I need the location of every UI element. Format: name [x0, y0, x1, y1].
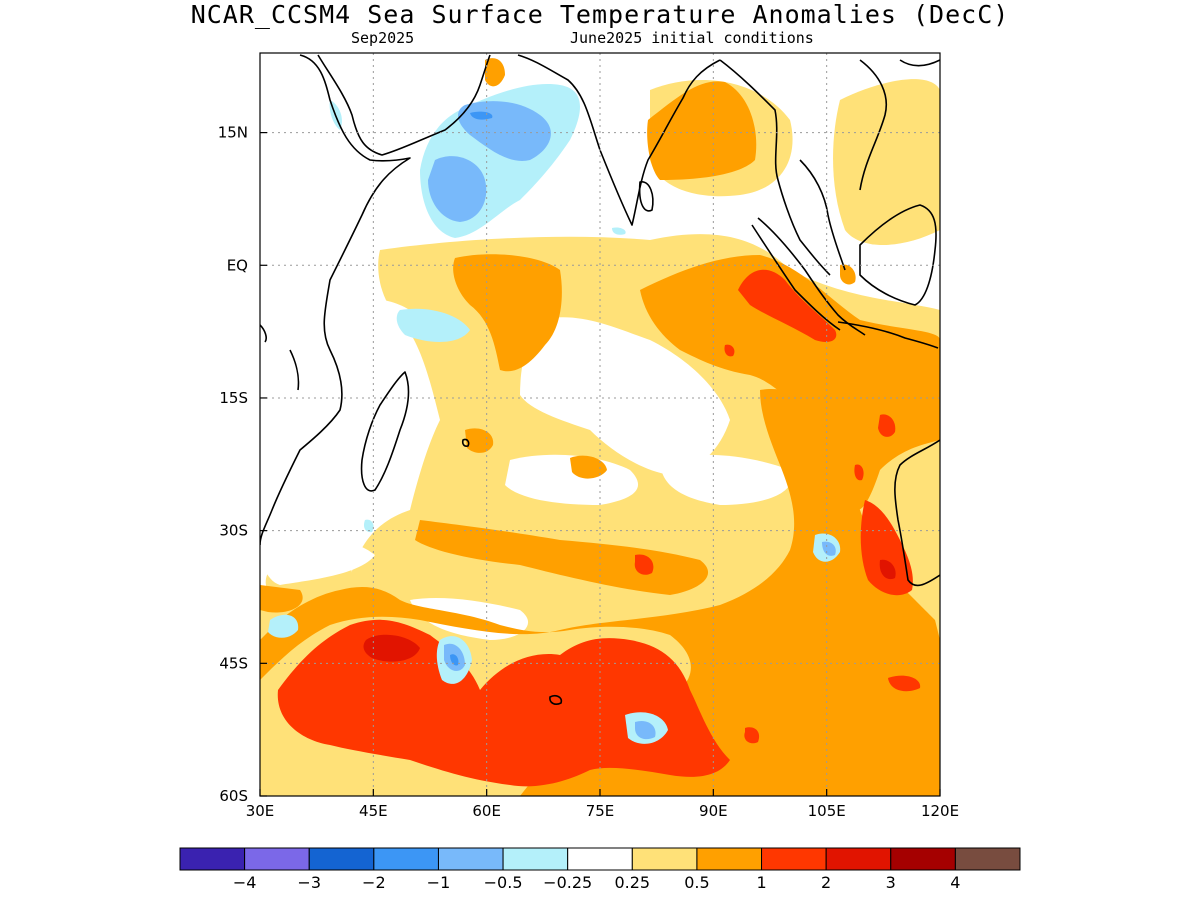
colorbar-label-5: −0.25: [543, 873, 592, 892]
lat-tick-label--60: 60S: [219, 787, 248, 805]
colorbar-label-10: 3: [886, 873, 896, 892]
colorbar-swatch-2: [308, 847, 375, 871]
colorbar-swatch-9: [761, 847, 827, 871]
lon-tick-label-120: 120E: [921, 802, 959, 820]
lon-tick-label-75: 75E: [586, 802, 615, 820]
colorbar-swatch-6: [567, 847, 633, 871]
grid-lines: [260, 53, 940, 796]
lat-tick-label--45: 45S: [219, 654, 248, 672]
colorbar: −4 −3 −2 −1 −0.5 −0.25 0.25 0.5 1 2 3 4: [179, 847, 1021, 892]
colorbar-label-8: 1: [756, 873, 766, 892]
map-subtitle-date: Sep2025: [351, 29, 415, 47]
lat-tick-label-15: 15N: [218, 124, 248, 142]
colorbar-label-4: −0.5: [484, 873, 523, 892]
lon-tick-label-60: 60E: [472, 802, 501, 820]
colorbar-label-3: −1: [427, 873, 451, 892]
lat-tick-label-0: EQ: [227, 256, 248, 274]
colorbar-label-2: −2: [362, 873, 386, 892]
lat-tick-label--15: 15S: [219, 389, 248, 407]
colorbar-swatch-4: [437, 847, 504, 871]
colorbar-label-1: −3: [297, 873, 321, 892]
colorbar-label-7: 0.5: [684, 873, 709, 892]
lon-tick-label-90: 90E: [699, 802, 728, 820]
anomaly-fill-2-3: [363, 559, 896, 662]
longitude-axis: 30E 45E 60E 75E 90E 105E 120E: [246, 789, 959, 820]
colorbar-swatch-10: [825, 847, 892, 871]
colorbar-swatch-3: [373, 847, 439, 871]
latitude-axis: 15N EQ 15S 30S 45S 60S: [218, 124, 267, 805]
anomaly-fill-0.5-1: [260, 58, 940, 796]
colorbar-swatch-1: [244, 847, 310, 871]
lon-tick-label-30: 30E: [246, 802, 275, 820]
colorbar-label-6: 0.25: [614, 873, 650, 892]
coastlines: [260, 54, 940, 705]
colorbar-label-11: 4: [950, 873, 960, 892]
colorbar-swatch-12: [954, 847, 1021, 871]
colorbar-swatch-11: [890, 847, 956, 871]
colorbar-label-9: 2: [821, 873, 831, 892]
colorbar-swatch-7: [631, 847, 698, 871]
lon-tick-label-45: 45E: [359, 802, 388, 820]
lat-tick-label--30: 30S: [219, 522, 248, 540]
colorbar-swatch-8: [696, 847, 763, 871]
colorbar-swatch-0: [179, 847, 246, 871]
colorbar-label-0: −4: [233, 873, 257, 892]
colorbar-swatch-5: [502, 847, 569, 871]
map-title: NCAR_CCSM4 Sea Surface Temperature Anoma…: [190, 0, 1010, 29]
map-subtitle-initial-conditions: June2025 initial conditions: [570, 29, 814, 47]
lon-tick-label-105: 105E: [808, 802, 846, 820]
